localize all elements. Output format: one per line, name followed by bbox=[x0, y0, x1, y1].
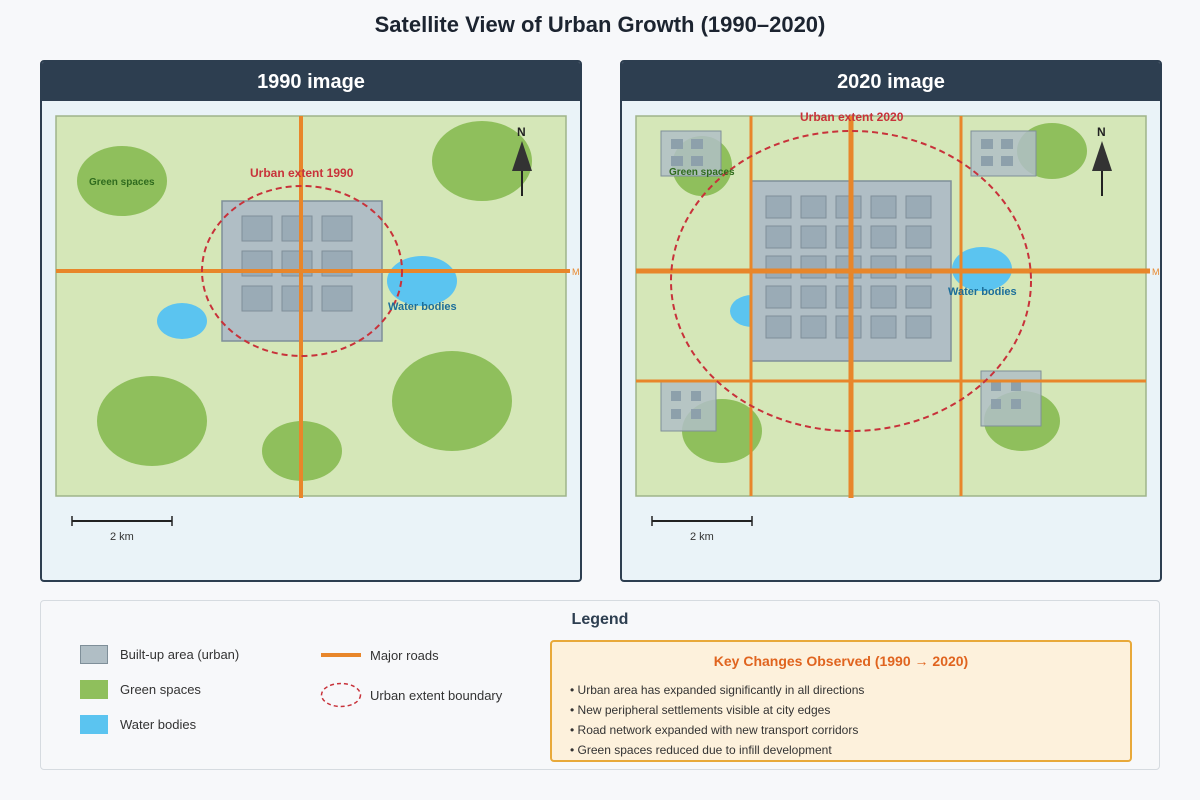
green-spaces-label: Green spaces bbox=[669, 167, 735, 178]
scale-label: 2 km bbox=[690, 531, 714, 543]
legend: Legend Built-up area (urban) Green space… bbox=[40, 600, 1160, 770]
key-changes-list: • Urban area has expanded significantly … bbox=[570, 680, 864, 760]
green-swatch bbox=[80, 680, 108, 699]
water-body bbox=[387, 256, 457, 306]
key-changes-box: Key Changes Observed (1990 → 2020) • Urb… bbox=[550, 640, 1132, 762]
water-bodies-label: Water bodies bbox=[388, 301, 457, 313]
north-arrow-icon bbox=[1092, 141, 1112, 171]
green-space bbox=[392, 351, 512, 451]
green-space bbox=[97, 376, 207, 466]
panel-header-1990: 1990 image bbox=[42, 62, 580, 101]
scale-label: 2 km bbox=[110, 531, 134, 543]
legend-label: Green spaces bbox=[120, 682, 201, 697]
peripheral-settlement bbox=[970, 130, 1037, 177]
list-item: • Road network expanded with new transpo… bbox=[570, 723, 859, 737]
road-swatch bbox=[321, 653, 361, 657]
urban-extent-boundary bbox=[201, 185, 403, 357]
legend-label: Built-up area (urban) bbox=[120, 647, 240, 662]
water-body bbox=[157, 303, 207, 339]
legend-item-built-up: Built-up area (urban) bbox=[80, 645, 239, 664]
map-2020 bbox=[635, 115, 1150, 526]
list-item: • New peripheral settlements visible at … bbox=[570, 703, 831, 717]
peripheral-settlement bbox=[980, 370, 1042, 427]
peripheral-settlement bbox=[660, 380, 717, 432]
major-roads-label: Major roads bbox=[572, 267, 580, 277]
urban-extent-label: Urban extent 1990 bbox=[250, 166, 354, 180]
green-spaces-label: Green spaces bbox=[89, 177, 155, 188]
legend-label: Water bodies bbox=[120, 717, 197, 732]
major-roads-label: Major roads bbox=[1152, 267, 1160, 277]
green-space bbox=[77, 146, 167, 216]
list-item: • Green spaces reduced due to infill dev… bbox=[570, 743, 832, 757]
built-up-swatch bbox=[80, 645, 108, 664]
water-swatch bbox=[80, 715, 108, 734]
boundary-swatch bbox=[320, 682, 362, 708]
buildings bbox=[241, 215, 353, 312]
page-title: Satellite View of Urban Growth (1990–202… bbox=[374, 12, 826, 37]
north-arrow-icon bbox=[512, 141, 532, 171]
urban-extent-boundary bbox=[670, 130, 1032, 432]
list-item: • Urban area has expanded significantly … bbox=[570, 683, 865, 697]
peripheral-settlement bbox=[660, 130, 722, 177]
map-panel-1990: 1990 image Urban extent 1990 Green spac bbox=[40, 60, 582, 582]
urban-extent-label: Urban extent 2020 bbox=[800, 110, 904, 124]
north-label: N bbox=[1097, 125, 1106, 139]
legend-label: Major roads bbox=[370, 647, 439, 663]
water-bodies-label: Water bodies bbox=[948, 286, 1017, 298]
legend-item-roads: Major roads bbox=[320, 645, 439, 665]
legend-item-green: Green spaces bbox=[80, 680, 201, 699]
map-1990 bbox=[55, 115, 570, 526]
green-space bbox=[432, 121, 532, 201]
panel-header-2020: 2020 image bbox=[622, 62, 1160, 101]
legend-item-water: Water bodies bbox=[80, 715, 196, 734]
legend-item-boundary: Urban extent boundary bbox=[320, 681, 502, 709]
legend-title: Legend bbox=[571, 611, 629, 628]
map-panel-2020: 2020 image bbox=[620, 60, 1162, 582]
legend-label: Urban extent boundary bbox=[370, 687, 503, 703]
north-label: N bbox=[517, 125, 526, 139]
key-changes-title: Key Changes Observed (1990 → 2020) bbox=[713, 653, 969, 669]
